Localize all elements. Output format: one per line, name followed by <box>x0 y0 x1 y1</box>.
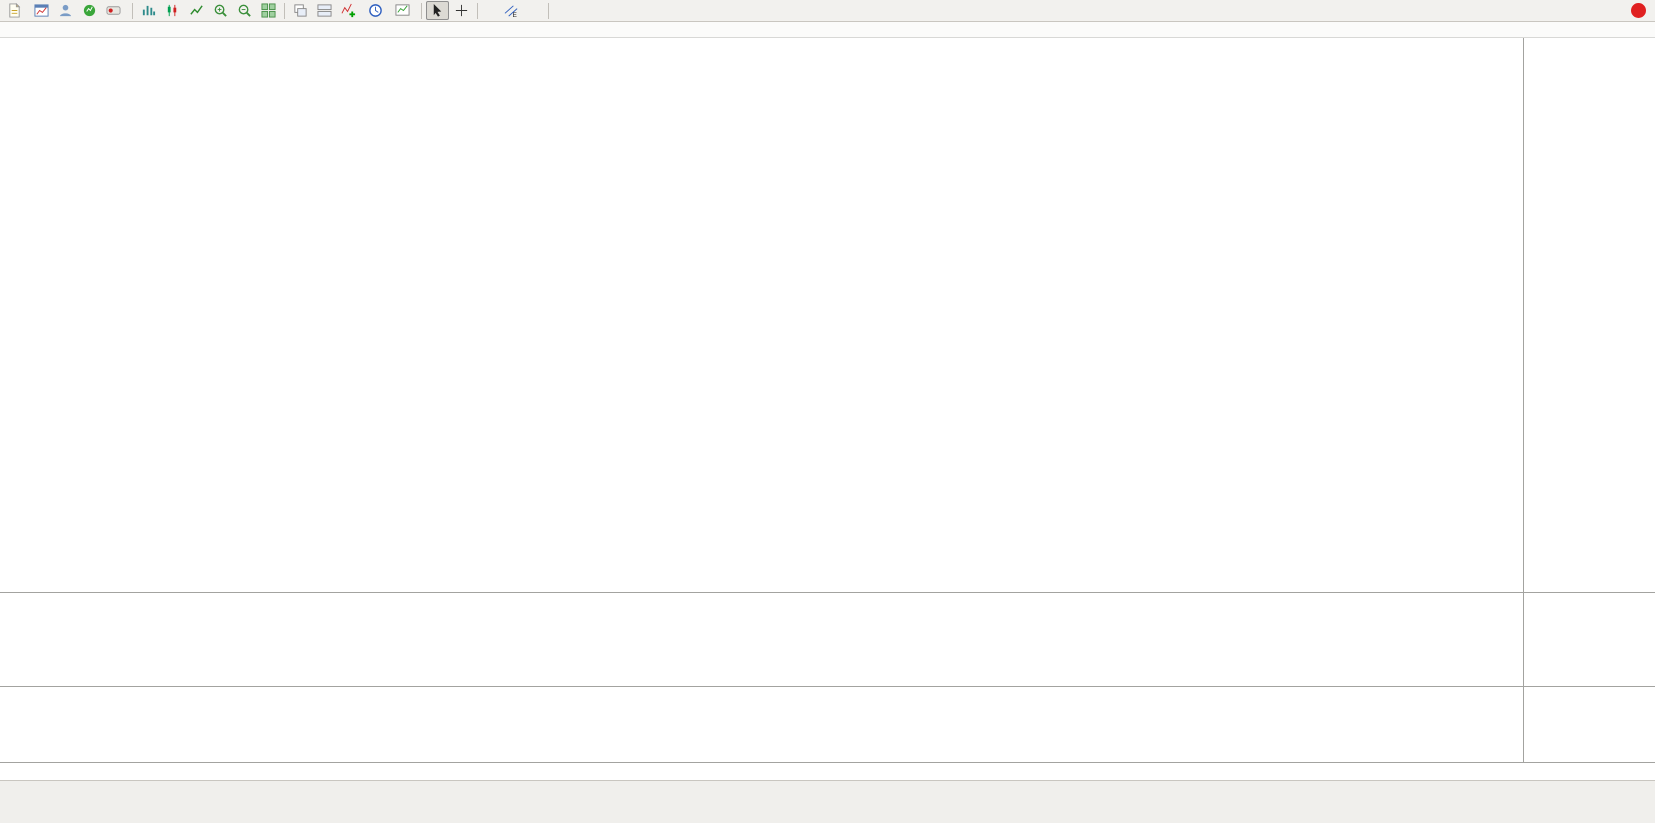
bar-chart-button[interactable] <box>137 1 160 20</box>
panel-separator[interactable] <box>0 592 1655 593</box>
indicators-icon <box>341 3 356 18</box>
trendline-tool-button[interactable] <box>491 1 499 20</box>
panel-separator <box>0 762 1655 763</box>
indicators-button[interactable] <box>337 1 363 20</box>
price-axis[interactable] <box>1524 38 1655 780</box>
tile-horizontal-button[interactable] <box>313 1 336 20</box>
templates-button[interactable] <box>391 1 417 20</box>
toolbar-right-group <box>1624 3 1652 18</box>
tile-horizontal-icon <box>317 4 332 17</box>
periods-button[interactable] <box>364 1 390 20</box>
chart-title-bar <box>0 22 1655 38</box>
status-strip <box>0 780 1655 823</box>
main-price-chart[interactable] <box>0 38 1523 592</box>
templates-icon <box>395 4 410 16</box>
profile-button[interactable] <box>54 1 77 20</box>
market-watch-button[interactable] <box>78 1 101 20</box>
auto-trading-button[interactable] <box>102 1 128 20</box>
cascade-windows-button[interactable] <box>289 1 312 20</box>
new-order-button[interactable] <box>3 1 29 20</box>
candlestick-chart-button[interactable] <box>161 1 184 20</box>
panel-separator[interactable] <box>0 686 1655 687</box>
cursor-tool-button[interactable] <box>426 1 449 20</box>
time-axis[interactable] <box>0 762 1523 780</box>
crosshair-icon <box>455 4 468 17</box>
line-chart-button[interactable] <box>185 1 208 20</box>
auto-trading-icon <box>106 6 121 15</box>
tile-windows-button[interactable] <box>257 1 280 20</box>
new-order-icon <box>9 3 21 18</box>
rsi-indicator-panel[interactable] <box>0 686 1523 762</box>
notification-badge[interactable] <box>1631 3 1646 18</box>
horizontal-line-tool-button[interactable] <box>482 1 490 20</box>
toolbar-separator <box>421 2 422 19</box>
svg-text:E: E <box>512 12 517 18</box>
toolbar-separator <box>548 2 549 19</box>
arrows-tool-button[interactable] <box>533 1 544 20</box>
chart-window-button[interactable] <box>30 1 53 20</box>
zoom-out-button[interactable] <box>233 1 256 20</box>
toolbar-separator <box>132 2 133 19</box>
macd-indicator-panel[interactable] <box>0 592 1523 686</box>
cascade-windows-icon <box>294 4 307 17</box>
main-toolbar: E <box>0 0 1655 22</box>
tile-windows-icon <box>261 3 276 18</box>
bar-chart-icon <box>142 5 156 16</box>
zoom-in-button[interactable] <box>209 1 232 20</box>
equidistant-channel-icon: E <box>504 5 517 18</box>
price-axis-separator <box>1523 38 1524 762</box>
text-tool-button[interactable] <box>524 1 532 20</box>
clock-icon <box>369 4 382 17</box>
crosshair-tool-button[interactable] <box>450 1 473 20</box>
chart-window-icon <box>34 4 49 17</box>
toolbar-separator <box>284 2 285 19</box>
zoom-in-icon <box>214 4 227 17</box>
cursor-icon <box>433 3 442 17</box>
line-chart-icon <box>190 5 203 15</box>
zoom-out-icon <box>238 4 251 17</box>
profile-icon <box>59 4 72 17</box>
equidistant-channel-tool-button[interactable]: E <box>500 1 523 20</box>
candlestick-chart-icon <box>167 4 177 17</box>
market-watch-icon <box>83 4 96 17</box>
toolbar-separator <box>477 2 478 19</box>
